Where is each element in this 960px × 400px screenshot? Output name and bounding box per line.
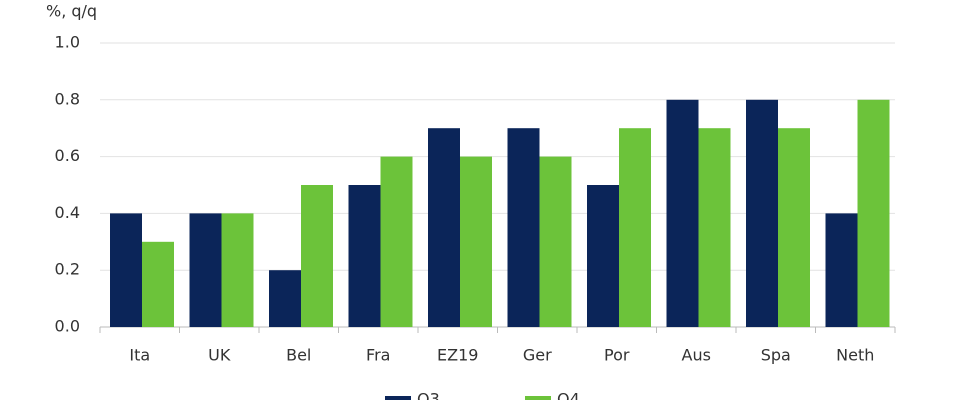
bar — [619, 128, 651, 327]
x-tick-label: Bel — [286, 346, 311, 365]
legend-label: Q4 — [557, 390, 580, 400]
y-tick-label: 0.6 — [55, 146, 80, 165]
y-tick-label: 0.4 — [55, 203, 80, 222]
bar — [507, 128, 540, 327]
x-tick-label: Ger — [523, 346, 552, 365]
x-tick-label: Aus — [682, 346, 711, 365]
x-tick-label: Por — [604, 346, 630, 365]
bar — [269, 270, 301, 327]
legend-swatch — [525, 396, 551, 400]
y-axis-label: %, q/q — [46, 2, 97, 21]
y-tick-label: 0.0 — [55, 317, 80, 336]
bar — [825, 213, 858, 327]
legend-label: Q3 — [417, 390, 440, 400]
bar — [587, 185, 619, 327]
bar — [857, 99, 890, 327]
bar — [778, 128, 810, 327]
bar — [666, 99, 699, 327]
bar — [428, 128, 460, 327]
bar — [221, 213, 254, 327]
bar — [380, 156, 413, 327]
bar — [539, 156, 572, 327]
bar — [142, 241, 174, 327]
bar — [348, 185, 381, 327]
x-tick-label: Neth — [836, 346, 874, 365]
bar — [301, 185, 333, 327]
y-tick-label: 0.8 — [55, 89, 80, 108]
x-tick-label: EZ19 — [437, 346, 478, 365]
y-tick-label: 0.2 — [55, 260, 80, 279]
legend-swatch — [385, 396, 411, 400]
x-tick-label: UK — [208, 346, 231, 365]
bar — [460, 156, 492, 327]
x-tick-label: Ita — [129, 346, 150, 365]
x-tick-label: Spa — [761, 346, 791, 365]
bar — [110, 213, 142, 327]
x-tick-label: Fra — [366, 346, 390, 365]
y-tick-label: 1.0 — [55, 33, 80, 52]
bar — [698, 128, 731, 327]
bar — [189, 213, 222, 327]
bar — [746, 99, 778, 327]
